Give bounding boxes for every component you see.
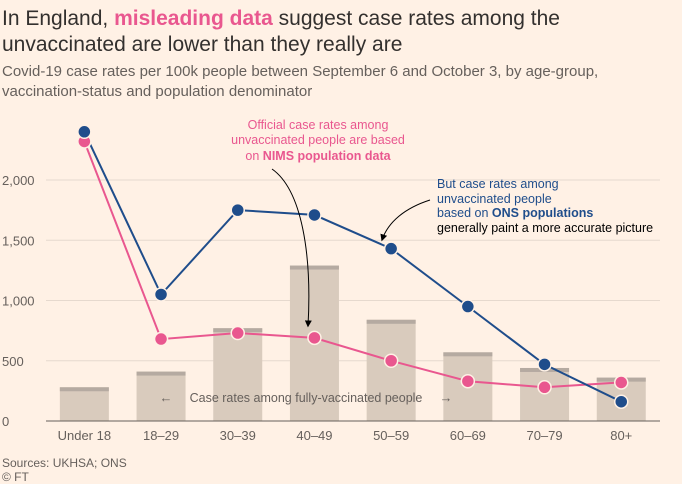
unvaccinated-series-line	[83, 141, 622, 389]
unvaccinated-point	[77, 124, 92, 140]
vaccinated-bar-cap	[443, 352, 493, 357]
nims-annotation-line3: on NIMS population data	[245, 149, 391, 163]
chart-subtitle: Covid-19 case rates per 100k people betw…	[2, 63, 599, 100]
ons-annotation: But case rates among unvaccinated people…	[380, 177, 653, 242]
x-tick-label: 40–49	[296, 428, 332, 443]
vaccinated-bar-cap	[59, 387, 109, 392]
nims-annotation-line3-bold: NIMS population data	[263, 149, 392, 163]
unvaccinated-point	[383, 353, 399, 368]
vaccinated-bar-cap	[366, 319, 416, 324]
unvaccinated-point	[383, 241, 399, 256]
ons-annotation-line3-bold: ONS populations	[492, 206, 593, 220]
vaccinated-bar	[136, 371, 186, 421]
y-tick-label: 500	[2, 354, 24, 369]
unvaccinated-point	[153, 287, 169, 302]
ons-annotation-line2: unvaccinated people	[437, 192, 552, 206]
vaccinated-bar-cap	[289, 265, 339, 270]
vaccinated-bar-cap	[136, 371, 186, 376]
nims-annotation: Official case rates among unvaccinated p…	[231, 118, 405, 328]
x-tick-label: 18–29	[143, 428, 179, 443]
unvaccinated-point	[614, 394, 629, 409]
unvaccinated-point	[614, 375, 629, 390]
nims-annotation-arrow	[271, 168, 312, 328]
unvaccinated-point	[230, 202, 245, 218]
y-tick-label: 0	[2, 414, 9, 429]
unvaccinated-lines	[83, 131, 622, 403]
y-tick-label: 2,000	[2, 173, 35, 188]
unvaccinated-point	[307, 330, 322, 346]
y-tick-label: 1,500	[2, 233, 35, 248]
nims-annotation-line2: unvaccinated people are based	[231, 133, 405, 147]
unvaccinated-point	[537, 357, 552, 372]
unvaccinated-points	[77, 124, 629, 409]
bars-annotation-left-arrow: ←	[160, 390, 173, 405]
title-highlight: misleading data	[114, 7, 273, 30]
ons-annotation-line4: generally paint a more accurate picture	[437, 221, 653, 235]
chart-title: In England, misleading data suggest case…	[2, 6, 678, 58]
x-tick-label: 70–79	[526, 428, 562, 443]
gridlines	[46, 179, 660, 362]
vaccinated-bar	[213, 328, 263, 421]
x-tick-label: 50–59	[373, 428, 409, 443]
title-suffix: suggest case rates among the unvaccinate…	[2, 7, 560, 56]
ons-annotation-line3: based on ONS populations	[437, 206, 593, 220]
unvaccinated-series-line	[83, 131, 622, 403]
title-prefix: In England,	[2, 7, 115, 30]
vaccinated-bar	[366, 319, 416, 421]
bars-annotation: ← Case rates among fully-vaccinated peop…	[160, 390, 453, 405]
unvaccinated-point	[537, 380, 552, 395]
x-tick-label: 80+	[610, 428, 632, 443]
x-tick-label: 60–69	[450, 428, 486, 443]
ons-annotation-arrow	[380, 199, 431, 242]
nims-annotation-line3-prefix: on	[245, 149, 262, 163]
bars-annotation-right-arrow: →	[440, 390, 453, 405]
x-tick-label: Under 18	[58, 428, 111, 443]
unvaccinated-point	[307, 207, 322, 223]
x-tick-label: 30–39	[220, 428, 256, 443]
unvaccinated-point	[153, 331, 169, 347]
unvaccinated-point	[460, 373, 476, 389]
unvaccinated-point	[460, 299, 476, 314]
credit-note: © FT	[2, 470, 29, 484]
sources-note: Sources: UKHSA; ONS	[2, 456, 127, 470]
ons-annotation-line1: But case rates among	[437, 177, 559, 191]
axes: 0 500 1,000 1,500 2,000 Under 18 18–29 30–39 40–…	[2, 173, 660, 443]
vaccinated-bar	[59, 387, 109, 421]
y-tick-label: 1,000	[2, 294, 35, 309]
nims-annotation-line1: Official case rates among	[248, 118, 389, 132]
bars-annotation-text: Case rates among fully-vaccinated people	[190, 391, 423, 405]
unvaccinated-point	[230, 325, 245, 341]
ons-annotation-line3-prefix: based on	[437, 206, 492, 220]
